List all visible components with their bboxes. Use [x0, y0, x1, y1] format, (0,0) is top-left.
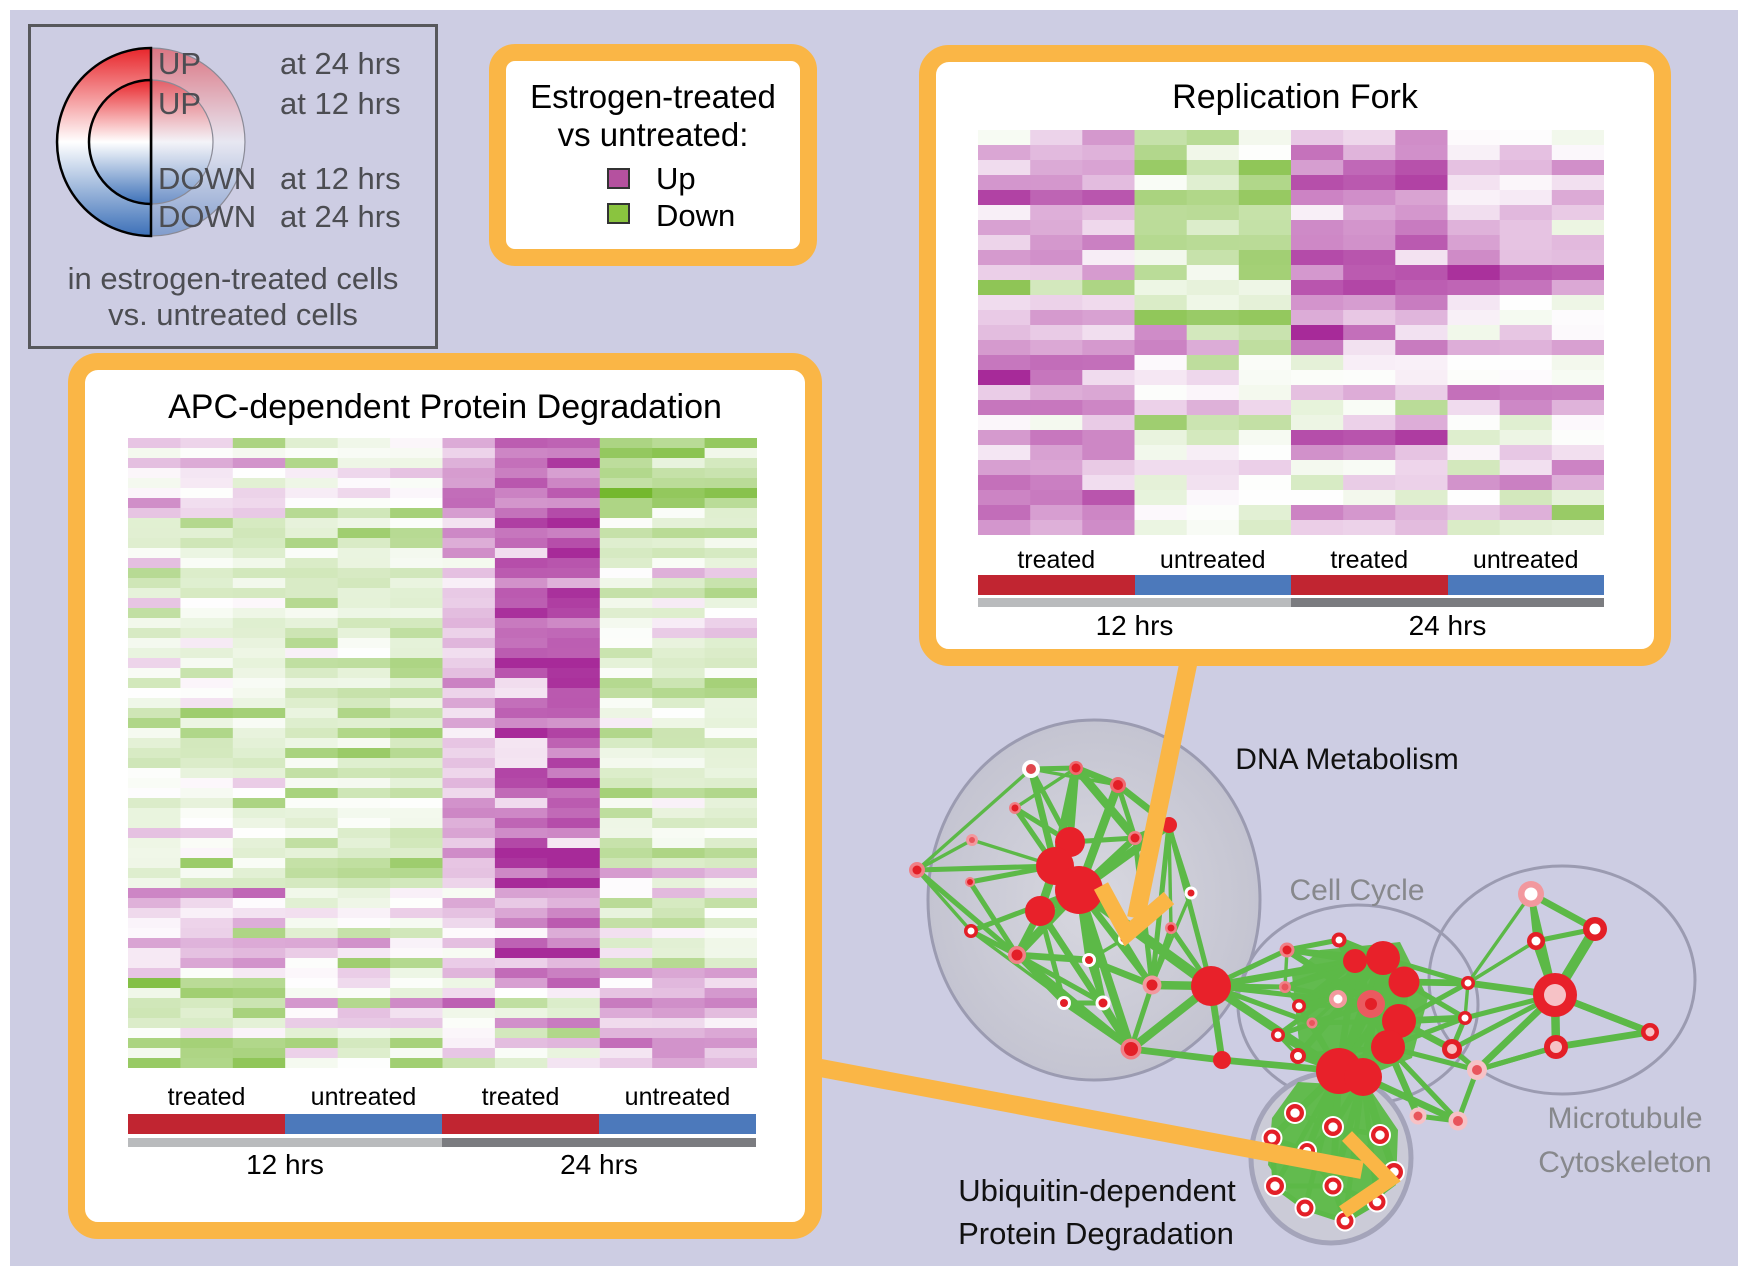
svg-text:DNA Metabolism: DNA Metabolism — [1235, 743, 1458, 776]
svg-text:Ubiquitin-dependent: Ubiquitin-dependent — [958, 1173, 1236, 1208]
svg-text:Cell Cycle: Cell Cycle — [1289, 874, 1424, 907]
svg-text:Microtubule: Microtubule — [1547, 1102, 1702, 1135]
svg-text:Cytoskeleton: Cytoskeleton — [1538, 1146, 1711, 1179]
svg-text:Protein Degradation: Protein Degradation — [958, 1216, 1234, 1251]
